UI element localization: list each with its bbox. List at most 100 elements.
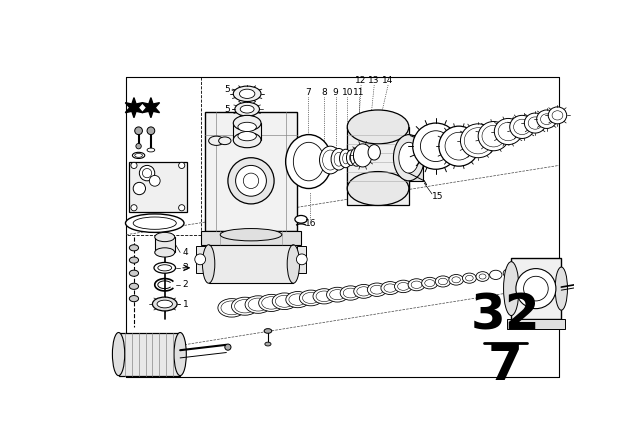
Circle shape bbox=[296, 254, 307, 265]
Ellipse shape bbox=[323, 150, 338, 170]
Ellipse shape bbox=[555, 267, 568, 310]
Ellipse shape bbox=[449, 275, 463, 285]
Ellipse shape bbox=[452, 277, 460, 283]
Ellipse shape bbox=[425, 280, 435, 287]
Circle shape bbox=[524, 276, 548, 301]
Ellipse shape bbox=[408, 279, 425, 291]
Ellipse shape bbox=[439, 126, 479, 166]
Ellipse shape bbox=[509, 115, 534, 138]
Ellipse shape bbox=[287, 245, 300, 283]
Circle shape bbox=[131, 162, 137, 168]
Ellipse shape bbox=[135, 154, 143, 157]
Ellipse shape bbox=[319, 146, 341, 174]
Text: 11: 11 bbox=[353, 88, 365, 97]
Ellipse shape bbox=[239, 89, 255, 99]
Ellipse shape bbox=[265, 342, 271, 346]
Ellipse shape bbox=[232, 297, 259, 315]
Ellipse shape bbox=[202, 245, 215, 283]
Ellipse shape bbox=[330, 289, 345, 300]
Ellipse shape bbox=[541, 114, 553, 125]
Text: 5: 5 bbox=[225, 86, 230, 95]
Ellipse shape bbox=[463, 273, 476, 283]
Ellipse shape bbox=[435, 276, 451, 287]
Circle shape bbox=[587, 281, 593, 287]
Text: 13: 13 bbox=[369, 76, 380, 85]
Ellipse shape bbox=[353, 144, 372, 167]
Text: 10: 10 bbox=[342, 88, 353, 97]
Ellipse shape bbox=[503, 269, 515, 278]
Ellipse shape bbox=[234, 132, 261, 148]
Ellipse shape bbox=[350, 148, 363, 166]
Ellipse shape bbox=[420, 131, 451, 162]
Ellipse shape bbox=[129, 283, 139, 289]
Text: 9: 9 bbox=[333, 88, 339, 97]
Ellipse shape bbox=[245, 296, 271, 313]
Ellipse shape bbox=[238, 122, 257, 132]
Ellipse shape bbox=[478, 121, 509, 151]
Ellipse shape bbox=[464, 128, 492, 154]
Bar bbox=[348, 144, 409, 206]
Ellipse shape bbox=[438, 278, 447, 284]
Circle shape bbox=[133, 182, 145, 195]
Circle shape bbox=[195, 254, 205, 265]
Bar bbox=[297, 246, 307, 273]
Ellipse shape bbox=[353, 151, 360, 162]
Ellipse shape bbox=[490, 270, 502, 280]
Text: 14: 14 bbox=[382, 76, 394, 85]
Ellipse shape bbox=[234, 300, 255, 313]
Bar bbox=[129, 162, 187, 211]
Circle shape bbox=[225, 344, 231, 350]
Ellipse shape bbox=[113, 332, 125, 375]
Ellipse shape bbox=[411, 281, 422, 289]
Ellipse shape bbox=[220, 228, 282, 241]
Ellipse shape bbox=[235, 102, 259, 116]
Ellipse shape bbox=[513, 119, 531, 134]
Ellipse shape bbox=[331, 148, 346, 170]
Ellipse shape bbox=[234, 86, 261, 102]
Ellipse shape bbox=[504, 262, 519, 315]
Text: 8: 8 bbox=[321, 88, 327, 97]
Ellipse shape bbox=[548, 107, 566, 124]
Circle shape bbox=[243, 173, 259, 189]
Ellipse shape bbox=[528, 117, 542, 129]
Ellipse shape bbox=[154, 263, 175, 273]
Ellipse shape bbox=[129, 257, 139, 263]
Ellipse shape bbox=[399, 142, 419, 173]
Circle shape bbox=[143, 168, 152, 178]
Text: 5: 5 bbox=[225, 105, 230, 114]
Ellipse shape bbox=[537, 110, 557, 129]
Bar bbox=[201, 231, 301, 245]
Ellipse shape bbox=[272, 293, 297, 310]
Ellipse shape bbox=[293, 142, 324, 181]
Ellipse shape bbox=[394, 134, 424, 181]
Ellipse shape bbox=[238, 132, 257, 141]
Ellipse shape bbox=[209, 136, 224, 146]
Text: 7: 7 bbox=[488, 342, 522, 390]
Ellipse shape bbox=[264, 329, 272, 333]
Text: 2: 2 bbox=[182, 280, 188, 289]
Text: 4: 4 bbox=[182, 248, 188, 257]
Ellipse shape bbox=[147, 148, 155, 152]
Bar bbox=[508, 319, 565, 329]
Ellipse shape bbox=[476, 271, 489, 281]
Ellipse shape bbox=[340, 286, 361, 300]
Ellipse shape bbox=[334, 152, 344, 166]
Ellipse shape bbox=[479, 274, 486, 279]
Ellipse shape bbox=[295, 215, 307, 223]
Ellipse shape bbox=[498, 122, 518, 141]
Ellipse shape bbox=[357, 287, 371, 296]
Polygon shape bbox=[125, 98, 143, 118]
Ellipse shape bbox=[155, 233, 175, 241]
Ellipse shape bbox=[286, 292, 310, 308]
Ellipse shape bbox=[397, 283, 409, 290]
Bar bbox=[511, 258, 561, 319]
Ellipse shape bbox=[482, 125, 505, 147]
Ellipse shape bbox=[552, 111, 563, 120]
Circle shape bbox=[236, 165, 266, 196]
Ellipse shape bbox=[157, 300, 172, 308]
Circle shape bbox=[140, 165, 155, 181]
Ellipse shape bbox=[300, 290, 323, 306]
Ellipse shape bbox=[248, 298, 268, 311]
Text: 12: 12 bbox=[355, 76, 367, 85]
Ellipse shape bbox=[303, 293, 319, 303]
